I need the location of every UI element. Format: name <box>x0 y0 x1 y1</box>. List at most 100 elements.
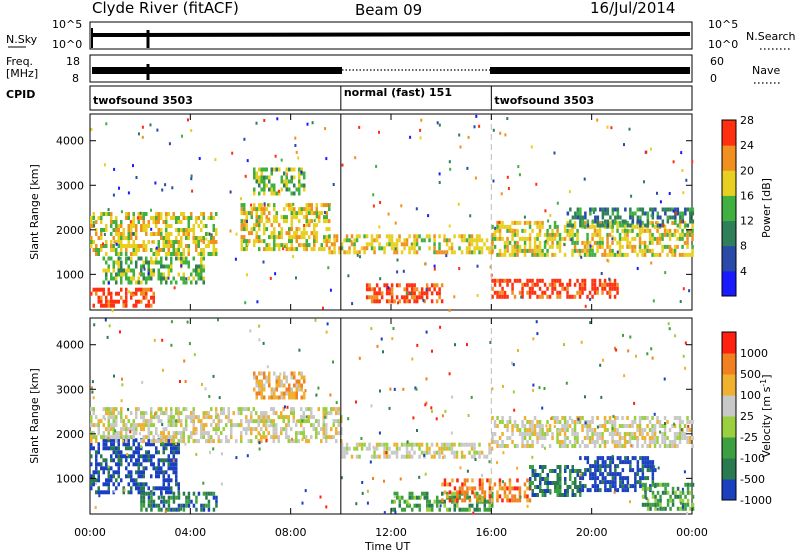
velocity-echo-band <box>641 482 695 511</box>
colorbar-tick-label: 16 <box>740 189 754 202</box>
y-tick-label: 1000 <box>56 472 84 485</box>
power-echo-band <box>328 234 494 255</box>
colorbar-label: Power [dB] <box>760 178 773 238</box>
velocity-echo-band <box>140 491 218 512</box>
colorbar-tick-label: 100 <box>740 389 761 402</box>
x-tick-label: 00:00 <box>74 526 106 539</box>
power-echo-band <box>90 212 218 256</box>
power-echo-band <box>90 287 155 308</box>
colorbar-frame <box>721 331 737 501</box>
nsearch-tick-bottom: 10^0 <box>708 38 738 51</box>
nsearch-tick-top: 10^5 <box>708 18 738 31</box>
colorbar-tick-label: 28 <box>740 114 754 127</box>
colorbar-tick-label: 8 <box>740 240 747 253</box>
power-heatmap-panel: 1000 2000 3000 4000 Slant Range [km] 4 8 12 16 20… <box>28 113 773 313</box>
cpid-segment-label: normal (fast) 151 <box>344 86 452 99</box>
date-label: 16/Jul/2014 <box>590 0 675 17</box>
y-tick-label: 4000 <box>56 135 84 148</box>
y-tick-label: 1000 <box>56 268 84 281</box>
velocity-sparse-scatter <box>90 318 690 516</box>
power-colorbar: 4 8 12 16 20 24 28 Power [dB] <box>721 114 773 297</box>
colorbar-tick-label: 25 <box>740 410 754 423</box>
x-tick-label: 08:00 <box>275 526 307 539</box>
colorbar-tick-label: 24 <box>740 139 754 152</box>
y-axis-label: Slant Range [km] <box>28 368 41 464</box>
freq-tick-top: 18 <box>66 55 80 68</box>
colorbar-frame <box>721 119 737 297</box>
y-tick-label: 2000 <box>56 224 84 237</box>
velocity-colorbar: 1000 500 100 25 -25 -100 -500 -1000 Velocity [m … <box>721 331 774 507</box>
colorbar-segment <box>722 374 736 396</box>
colorbar-segment <box>722 332 736 354</box>
power-echo-band <box>491 278 619 299</box>
x-tick-label: 16:00 <box>475 526 507 539</box>
station-title: Clyde River (fitACF) <box>92 0 239 17</box>
colorbar-segment <box>722 220 736 247</box>
colorbar-segment <box>722 479 736 501</box>
nave-tick-top: 60 <box>710 55 724 68</box>
velocity-plot-frame <box>89 317 693 515</box>
velocity-echo-band <box>253 371 306 400</box>
y-tick-label: 3000 <box>56 383 84 396</box>
cpid-bar: twofsound 3503 normal (fast) 151 twofsound… <box>89 85 693 111</box>
y-axis-label: Slant Range [km] <box>28 164 41 260</box>
freq-tick-bottom: 8 <box>72 72 79 85</box>
colorbar-segment <box>722 170 736 196</box>
nsky-trace <box>91 32 691 37</box>
power-echo-band <box>102 256 205 285</box>
colorbar-tick-label: -25 <box>740 431 758 444</box>
freq-trace-a <box>92 67 342 74</box>
nsky-label: N.Sky <box>6 33 38 46</box>
colorbar-segment <box>722 120 736 146</box>
x-axis-label: Time UT <box>364 540 410 553</box>
colorbar-segment <box>722 458 736 480</box>
nsearch-label: N.Search <box>746 30 796 43</box>
nsky-tick-bottom: 10^0 <box>52 38 82 51</box>
velocity-echo-band <box>491 416 694 448</box>
colorbar-segment <box>722 195 736 222</box>
y-tick-label: 4000 <box>56 339 84 352</box>
colorbar-tick-label: -1000 <box>740 494 772 507</box>
power-echo-band <box>566 207 695 228</box>
colorbar-segment <box>722 416 736 438</box>
colorbar-segment <box>722 245 736 272</box>
colorbar-tick-label: 20 <box>740 164 754 177</box>
freq-trace-b <box>490 67 690 74</box>
freq-unit-label: [MHz] <box>6 67 38 80</box>
colorbar-segment <box>722 145 736 171</box>
colorbar-segment <box>722 270 736 297</box>
colorbar-segment <box>722 437 736 459</box>
beam-label: Beam 09 <box>355 1 422 19</box>
y-tick-label: 3000 <box>56 179 84 192</box>
nsky-tick-top: 10^5 <box>52 18 82 31</box>
colorbar-tick-label: -500 <box>740 473 765 486</box>
colorbar-tick-label: -100 <box>740 452 765 465</box>
colorbar-segment <box>722 353 736 375</box>
colorbar-label: Velocity [m s-1] <box>759 374 774 457</box>
velocity-echo-band <box>529 465 582 497</box>
colorbar-tick-label: 4 <box>740 265 747 278</box>
x-tick-label: 20:00 <box>576 526 608 539</box>
cpid-label: CPID <box>6 88 35 101</box>
velocity-echo-band <box>441 478 532 503</box>
colorbar-segment <box>722 395 736 417</box>
cpid-segment-label: twofsound 3503 <box>93 94 193 107</box>
colorbar-tick-label: 1000 <box>740 347 768 360</box>
freq-label: Freq. <box>6 55 33 68</box>
nave-label: Nave <box>752 64 780 77</box>
colorbar-tick-label: 500 <box>740 368 761 381</box>
power-sparse-scatter <box>90 114 694 313</box>
velocity-echo-band <box>340 442 494 459</box>
power-echo-band <box>240 203 331 252</box>
colorbar-tick-label: 12 <box>740 215 754 228</box>
power-echo-band <box>253 167 306 196</box>
x-axis-ticks: 00:00 04:00 08:00 12:00 16:00 20:00 00:00 <box>74 526 708 539</box>
cpid-segment-label: twofsound 3503 <box>494 94 594 107</box>
y-tick-label: 2000 <box>56 428 84 441</box>
nave-tick-bottom: 0 <box>710 72 717 85</box>
x-tick-label: 12:00 <box>375 526 407 539</box>
power-echo-band <box>365 283 444 304</box>
x-tick-label: 04:00 <box>174 526 206 539</box>
